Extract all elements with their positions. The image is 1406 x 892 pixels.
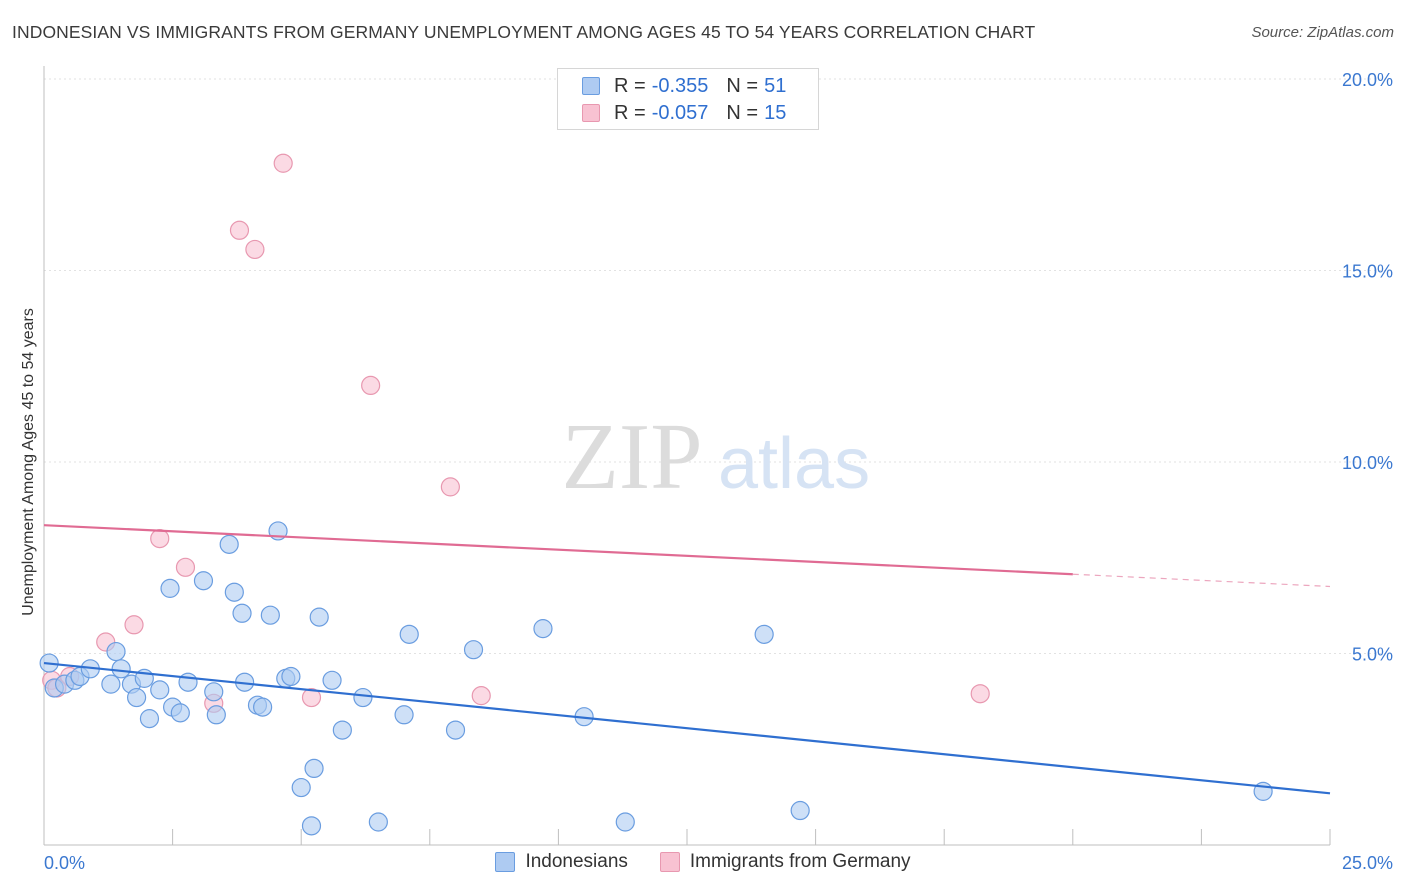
- point-indonesians: [219, 534, 239, 554]
- legend-n-label: N =: [726, 101, 759, 124]
- point-indonesians: [260, 605, 280, 625]
- point-indonesians: [281, 666, 301, 687]
- point-indonesians: [253, 697, 273, 717]
- point-indonesians: [204, 682, 224, 702]
- point-indonesians: [368, 812, 388, 832]
- point-germany: [301, 687, 322, 708]
- tick-labels: 5.0% 10.0% 15.0% 20.0% 0.0% 25.0%: [44, 70, 1393, 873]
- x-tick-label: 25.0%: [1342, 853, 1393, 873]
- trend-line-germany: [43, 524, 1073, 576]
- point-indonesians: [126, 687, 147, 708]
- x-tick-label: 0.0%: [44, 853, 85, 873]
- grid: [44, 78, 1393, 654]
- legend: R = -0.355 N = 51 R = -0.057 N = 15: [557, 68, 819, 130]
- point-indonesians: [399, 624, 419, 644]
- point-indonesians: [170, 703, 190, 723]
- point-indonesians: [754, 624, 774, 644]
- legend-n-value: 51: [764, 74, 787, 97]
- y-tick-label: 10.0%: [1342, 453, 1393, 473]
- legend-r-label: R =: [614, 101, 646, 124]
- legend-r-label: R =: [614, 74, 646, 97]
- point-indonesians: [394, 705, 414, 725]
- point-indonesians: [224, 582, 244, 602]
- series-indonesians-points: [39, 521, 1273, 836]
- y-axis-label: Unemployment Among Ages 45 to 54 years: [20, 308, 37, 616]
- point-indonesians: [206, 705, 226, 725]
- watermark-atlas: atlas: [718, 424, 870, 504]
- legend-r-value: -0.057: [651, 101, 709, 124]
- point-indonesians: [615, 812, 635, 832]
- y-tick-label: 20.0%: [1342, 70, 1393, 90]
- y-tick-label: 15.0%: [1342, 262, 1393, 282]
- point-germany: [471, 686, 491, 706]
- point-indonesians: [106, 641, 126, 662]
- legend-row-indonesians: R = -0.355 N = 51: [582, 74, 786, 98]
- chart-title: INDONESIAN VS IMMIGRANTS FROM GERMANY UN…: [12, 22, 1036, 42]
- point-indonesians: [304, 758, 324, 779]
- series-legend-germany[interactable]: Immigrants from Germany: [659, 851, 911, 873]
- point-indonesians: [232, 603, 252, 623]
- point-indonesians: [309, 607, 329, 627]
- point-indonesians: [332, 720, 352, 740]
- trend-lines: [43, 524, 1331, 795]
- point-germany: [175, 557, 196, 577]
- chart-source: Source: ZipAtlas.com: [1251, 24, 1394, 41]
- point-indonesians: [301, 816, 322, 836]
- point-indonesians: [291, 777, 311, 798]
- trend-line-indonesians: [43, 661, 1331, 795]
- legend-r-value: -0.355: [651, 74, 709, 97]
- point-indonesians: [463, 640, 484, 660]
- axes: [43, 66, 1331, 846]
- point-indonesians: [533, 619, 553, 639]
- point-indonesians: [445, 720, 466, 740]
- point-indonesians: [139, 709, 160, 729]
- series-legend: Indonesians Immigrants from Germany: [0, 851, 1406, 873]
- point-indonesians: [160, 578, 180, 598]
- point-indonesians: [150, 680, 170, 700]
- legend-n-label: N =: [726, 74, 759, 97]
- series-legend-swatch-indonesians: [495, 852, 516, 872]
- legend-row-germany: R = -0.057 N = 15: [582, 101, 786, 125]
- legend-swatch-indonesians: [582, 77, 600, 95]
- point-germany: [229, 220, 250, 240]
- series-legend-swatch-germany: [659, 852, 680, 872]
- legend-n-value: 15: [764, 101, 787, 124]
- point-germany: [273, 153, 293, 173]
- point-indonesians: [353, 687, 373, 708]
- point-indonesians: [111, 659, 131, 679]
- watermark: ZIP atlas: [562, 405, 871, 509]
- series-legend-label-germany: Immigrants from Germany: [689, 851, 911, 872]
- point-germany: [150, 528, 170, 549]
- point-germany: [124, 615, 144, 635]
- legend-swatch-germany: [582, 104, 600, 122]
- y-tick-label: 5.0%: [1352, 645, 1393, 665]
- point-germany: [245, 239, 265, 260]
- point-indonesians: [322, 670, 342, 690]
- watermark-zip: ZIP: [562, 405, 703, 509]
- series-legend-label-indonesians: Indonesians: [525, 851, 628, 872]
- series-legend-indonesians[interactable]: Indonesians: [495, 851, 628, 873]
- trend-line-extension-germany: [1072, 573, 1331, 588]
- point-germany: [440, 477, 460, 497]
- point-indonesians: [193, 571, 214, 591]
- point-germany: [970, 684, 990, 704]
- point-indonesians: [101, 674, 121, 694]
- point-germany: [361, 375, 381, 395]
- point-indonesians: [790, 800, 810, 821]
